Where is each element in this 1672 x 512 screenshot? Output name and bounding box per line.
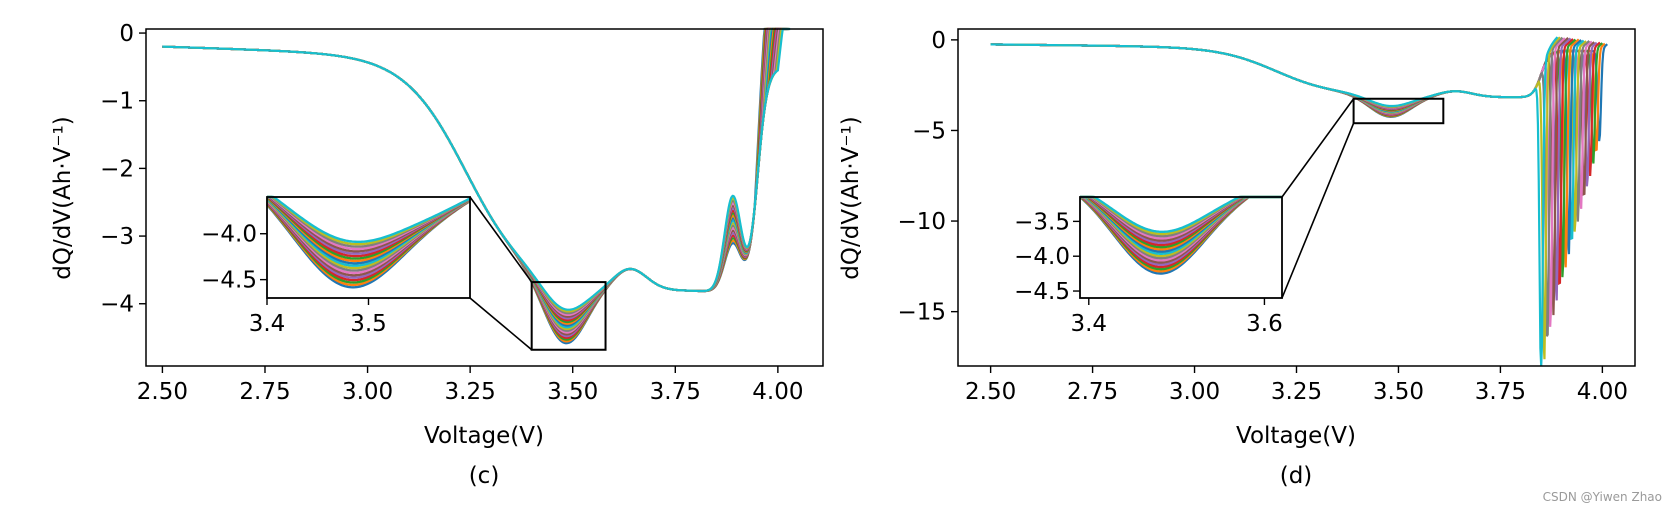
panel-d-inset-xticks: 3.4 3.6 [1070, 298, 1283, 337]
x-tick-label: 3.00 [342, 379, 393, 405]
watermark: CSDN @Yiwen Zhao [1542, 490, 1662, 504]
y-tick-label: −5 [912, 118, 946, 144]
inset-x-tick-label: 3.5 [350, 311, 387, 337]
series-line [990, 42, 1604, 164]
x-tick-label: 4.00 [752, 379, 803, 405]
y-tick-label: −1 [100, 89, 134, 115]
inset-y-tick-label: −4.0 [201, 222, 257, 248]
series-line [990, 43, 1609, 142]
x-tick-label: 3.75 [1475, 379, 1526, 405]
series-line [162, 27, 782, 345]
y-tick-label: −4 [100, 292, 134, 318]
x-tick-label: 3.00 [1169, 379, 1220, 405]
panel-d-xticks: 2.50 2.75 3.00 3.25 3.50 3.75 4.00 [965, 366, 1628, 405]
panel-c-connector-top [469, 196, 533, 283]
panel-d-inset-yticks: −3.5 −4.0 −4.5 [1014, 209, 1080, 305]
y-tick-label: −2 [100, 156, 134, 182]
panel-c-xticks: 2.50 2.75 3.00 3.25 3.50 3.75 4.00 [137, 366, 803, 405]
series-line [990, 41, 1595, 196]
x-tick-label: 3.25 [445, 379, 496, 405]
panel-c-xlabel: Voltage(V) [424, 423, 544, 449]
panel-d-connector-top [1281, 98, 1355, 198]
inset-x-tick-label: 3.6 [1246, 311, 1283, 337]
panel-c-inset-yticks: −4.0 −4.5 [201, 222, 267, 294]
panel-c-inset-curves [266, 195, 471, 289]
panel-d-curves [990, 36, 1609, 367]
x-tick-label: 4.00 [1577, 379, 1628, 405]
panel-c: 2.50 2.75 3.00 3.25 3.50 3.75 4.00 0 −1 −2 −3 −4 3… [50, 21, 824, 489]
x-tick-label: 3.50 [1373, 379, 1424, 405]
panel-d-zoom-box [1352, 97, 1445, 125]
panel-c-connector-bottom [469, 297, 533, 351]
x-tick-label: 2.75 [1067, 379, 1118, 405]
panel-d-panel-label: (d) [1280, 463, 1313, 489]
y-tick-label: −10 [897, 209, 946, 235]
series-line [990, 36, 1559, 367]
x-tick-label: 2.50 [965, 379, 1016, 405]
inset-x-tick-label: 3.4 [1070, 311, 1107, 337]
panel-d-ylabel: dQ/dV(Ah·V⁻¹) [838, 116, 864, 279]
y-tick-label: −3 [100, 224, 134, 250]
panel-c-zoom-box [530, 281, 607, 351]
panel-c-curves [162, 27, 791, 345]
series-line [990, 41, 1601, 177]
panel-c-panel-label: (c) [469, 463, 500, 489]
inset-y-tick-label: −3.5 [1014, 209, 1070, 235]
y-tick-label: 0 [931, 28, 946, 54]
panel-d-yticks: 0 −5 −10 −15 [897, 28, 958, 326]
series-line [990, 40, 1591, 222]
x-tick-label: 3.50 [547, 379, 598, 405]
panel-d-xlabel: Voltage(V) [1236, 423, 1356, 449]
series-line [162, 27, 791, 311]
panel-d: 2.50 2.75 3.00 3.25 3.50 3.75 4.00 0 −5 −10 −15 3… [838, 28, 1636, 489]
panel-c-ylabel: dQ/dV(Ah·V⁻¹) [50, 116, 76, 279]
inset-y-tick-label: −4.0 [1014, 244, 1070, 270]
x-tick-label: 3.75 [650, 379, 701, 405]
y-tick-label: 0 [119, 21, 134, 47]
panel-c-inset-xticks: 3.4 3.5 [249, 298, 387, 337]
y-tick-label: −15 [897, 300, 946, 326]
panel-d-connector-bottom [1281, 122, 1355, 299]
inset-x-tick-label: 3.4 [249, 311, 286, 337]
inset-y-tick-label: −4.5 [201, 268, 257, 294]
panel-c-yticks: 0 −1 −2 −3 −4 [100, 21, 146, 318]
x-tick-label: 3.25 [1271, 379, 1322, 405]
x-tick-label: 2.75 [239, 379, 290, 405]
inset-series-line [267, 195, 471, 244]
x-tick-label: 2.50 [137, 379, 188, 405]
panel-c-axes-frame [145, 28, 824, 367]
series-line [990, 41, 1598, 187]
panel-d-inset-frame [1079, 196, 1283, 299]
inset-y-tick-label: −4.5 [1014, 279, 1070, 305]
